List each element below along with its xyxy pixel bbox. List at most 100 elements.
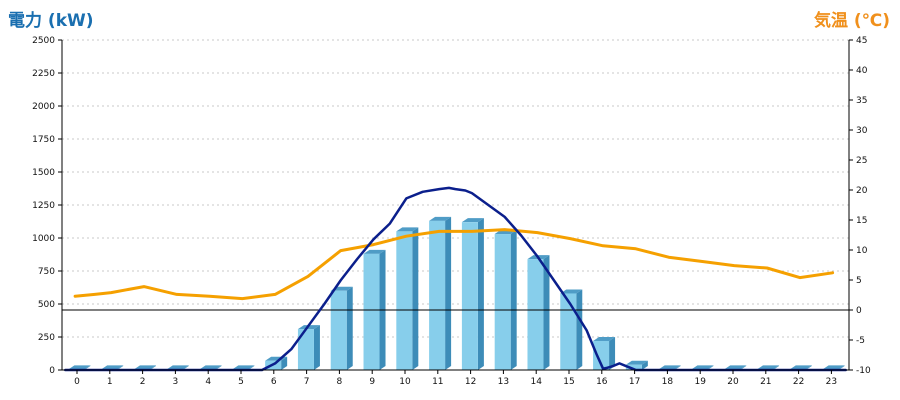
x-tick-label: 9 [369,377,375,387]
y-axis-left-label: 電力 (kW) [8,11,94,31]
bar-front [593,340,610,370]
x-tick-label: 17 [629,377,640,387]
right-tick-label: 15 [856,216,867,226]
bar-top [232,365,255,370]
bar [560,289,583,370]
x-tick-label: 12 [465,377,476,387]
bar [461,218,484,370]
bar-top [560,289,583,294]
bar [396,227,419,370]
left-tick-label: 2000 [32,102,55,112]
left-tick-label: 0 [49,366,55,376]
left-tick-label: 500 [38,300,55,310]
bar-side [510,230,517,370]
bar [363,249,386,370]
bar [593,336,616,370]
bar-top [625,360,648,365]
bar-top [757,365,780,370]
bar-top [822,365,845,370]
bar-top [429,216,452,221]
right-tick-label: 10 [856,246,868,256]
right-tick-label: 40 [856,66,868,76]
bar-front [330,290,347,370]
right-tick-label: -10 [856,366,871,376]
x-tick-label: 4 [205,377,211,387]
left-tick-label: 1000 [32,234,55,244]
bar-top [199,365,222,370]
axes [58,39,853,374]
temperature-line [73,228,835,301]
line-series [64,186,847,372]
x-tick-label: 19 [694,377,706,387]
bar-top [691,365,714,370]
x-tick-label: 20 [727,377,739,387]
bar-front [527,259,544,370]
bar-top [363,249,386,254]
x-tick-label: 23 [826,377,837,387]
x-tick-label: 11 [432,377,443,387]
x-tick-label: 6 [271,377,277,387]
left-tick-label: 1500 [32,168,55,178]
bar-top [658,365,681,370]
bar-series [68,216,845,370]
left-tick-label: 750 [38,267,55,277]
x-tick-label: 22 [793,377,804,387]
x-tick-label: 2 [140,377,146,387]
left-tick-label: 2500 [32,36,55,46]
bar [330,286,353,370]
x-tick-label: 3 [173,377,179,387]
bar-side [609,336,616,370]
right-tick-label: -5 [856,336,865,346]
bar-side [576,289,583,370]
bar-front [625,364,642,370]
left-tick-label: 250 [38,333,55,343]
x-tick-label: 5 [238,377,244,387]
bar [429,216,452,370]
y-axis-right-label: 気温 (℃) [813,11,890,31]
bar-front [494,234,511,370]
left-tick-label: 2250 [32,69,55,79]
left-tick-label: 1250 [32,201,55,211]
x-tick-label: 1 [107,377,113,387]
x-tick-label: 8 [337,377,343,387]
power-line [64,186,847,372]
bar-front [363,253,380,370]
bar-top [461,218,484,223]
right-tick-label: 30 [856,126,868,136]
bar [527,255,550,370]
grid-lines [62,39,849,338]
x-tick-label: 16 [596,377,608,387]
x-tick-label: 0 [74,377,80,387]
bar-front [560,293,577,370]
left-tick-label: 1750 [32,135,55,145]
x-tick-label: 18 [662,377,674,387]
bar-top [593,336,616,341]
bar-front [396,231,413,370]
x-tick-label: 21 [760,377,771,387]
bar-side [281,356,288,370]
bar-front [297,329,314,370]
right-tick-label: 20 [856,186,868,196]
bar-top [724,365,747,370]
bar-top [101,365,124,370]
right-tick-label: 25 [856,156,867,166]
bar-side [477,218,484,370]
x-tick-label: 7 [304,377,310,387]
bar-front [461,222,478,370]
right-tick-label: 35 [856,96,867,106]
bar-top [133,365,156,370]
bar-side [543,255,550,370]
bar-top [68,365,91,370]
bar-side [412,227,419,370]
tick-labels: 02505007501000125015001750200022502500-1… [32,36,871,387]
bar [494,230,517,370]
x-tick-label: 14 [530,377,542,387]
bar [625,360,648,370]
right-tick-label: 5 [856,276,862,286]
bar-top [166,365,189,370]
bar-side [445,216,452,370]
right-tick-label: 0 [856,306,862,316]
bar-front [429,220,446,370]
bar-top [396,227,419,232]
